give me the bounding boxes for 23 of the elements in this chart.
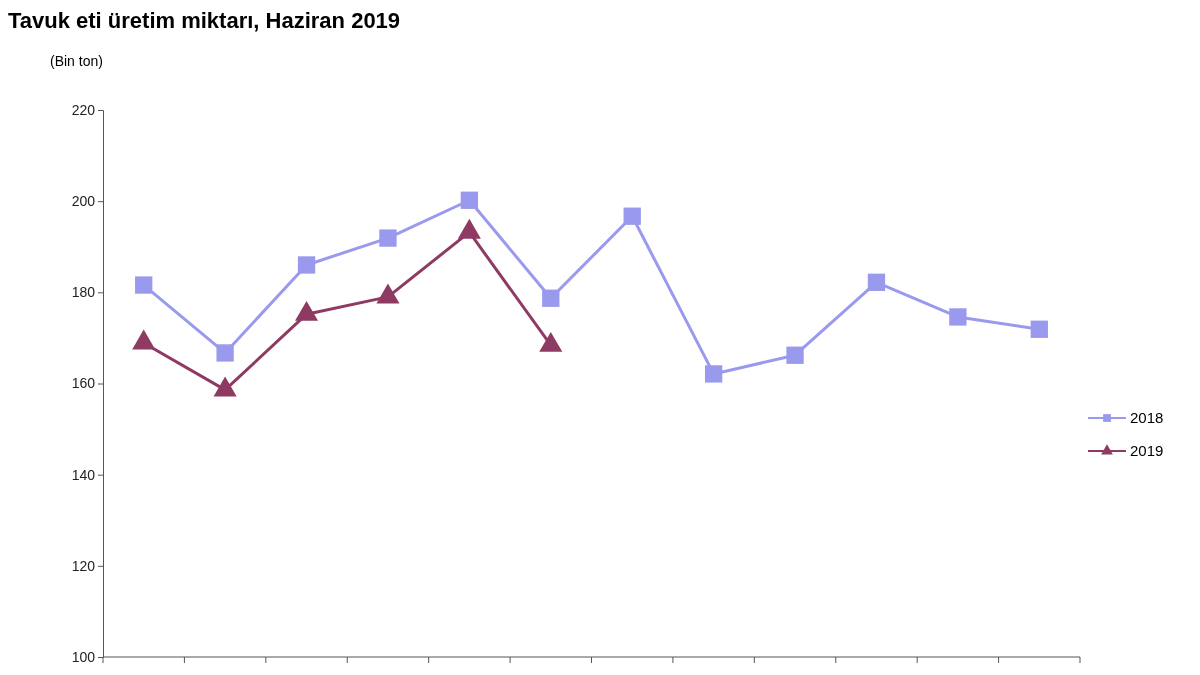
y-tick-label: 180	[71, 284, 96, 301]
y-tick-label: 160	[71, 375, 96, 392]
y-tick-label: 140	[71, 466, 96, 483]
y-tick-label: 220	[71, 101, 96, 118]
legend-label: 2018	[1130, 409, 1164, 426]
y-tick-label: 100	[71, 648, 96, 665]
y-tick-label: 120	[71, 557, 96, 574]
point	[216, 344, 234, 362]
point	[135, 276, 153, 294]
point	[379, 229, 397, 247]
point	[1030, 320, 1048, 338]
point	[460, 191, 479, 209]
point	[867, 273, 886, 291]
y-axis-title: (Bin ton)	[50, 53, 103, 69]
point	[949, 308, 967, 326]
point	[297, 256, 316, 274]
legend-label: 2019	[1130, 442, 1164, 459]
point	[623, 207, 641, 225]
chart-title: Tavuk eti üretim miktarı, Haziran 2019	[8, 8, 401, 33]
point	[786, 346, 804, 364]
point	[704, 365, 723, 383]
point	[542, 289, 560, 307]
y-tick-label: 200	[71, 193, 96, 210]
